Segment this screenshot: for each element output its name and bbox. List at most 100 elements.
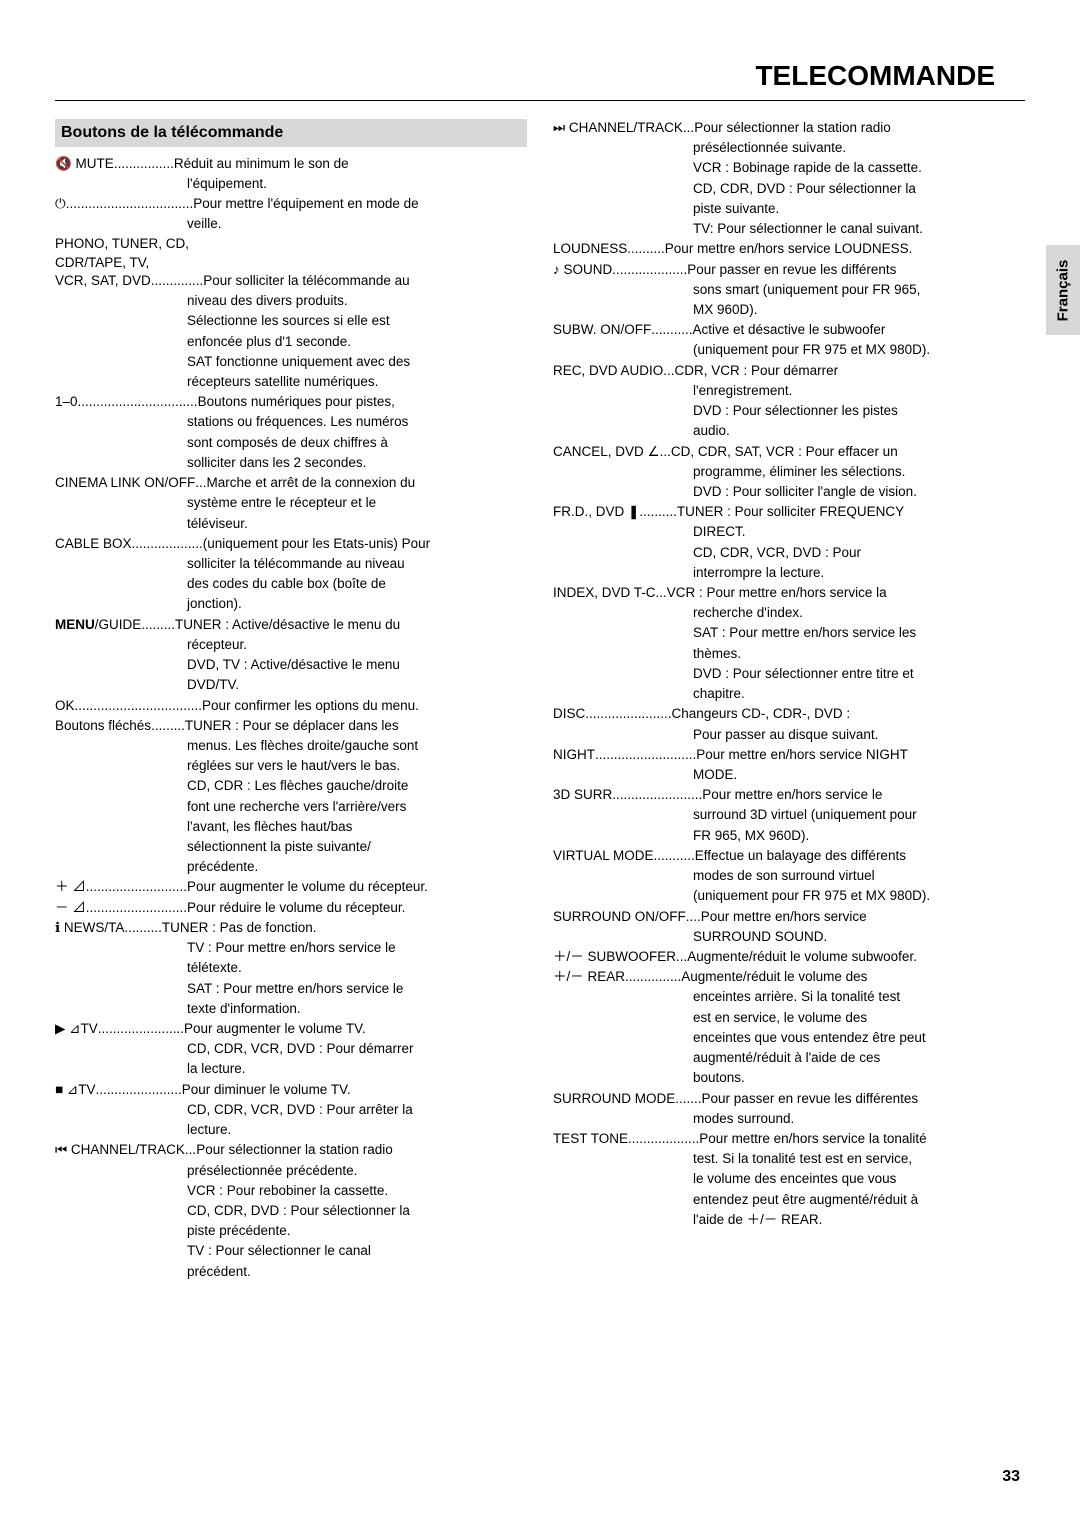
plain-line: PHONO, TUNER, CD,: [55, 235, 527, 253]
entry-label: 3D SURR.: [553, 786, 616, 804]
continuation-line: TV : Pour mettre en/hors service le: [55, 939, 527, 957]
entry-description: Pour confirmer les options du menu.: [202, 697, 527, 715]
leader-dots: ................: [114, 155, 174, 173]
entry-label: Boutons fléchés: [55, 717, 151, 735]
continuation-line: la lecture.: [55, 1060, 527, 1078]
continuation-line: CD, CDR, VCR, DVD : Pour démarrer: [55, 1040, 527, 1058]
leader-dots: ....................: [612, 261, 687, 279]
continuation-line: téléviseur.: [55, 515, 527, 533]
entry-description: Pour sélectionner la station radio: [196, 1141, 527, 1159]
leader-dots: .........: [141, 616, 175, 634]
entry-description: (uniquement pour les Etats-unis) Pour: [203, 535, 527, 553]
entry-label: INDEX, DVD T-C: [553, 584, 656, 602]
leader-dots: ..........: [627, 240, 665, 258]
entry-description: CDR, VCR : Pour démarrer: [675, 362, 1025, 380]
leader-dots: ...: [185, 1141, 196, 1159]
continuation-line: modes de son surround virtuel: [553, 867, 1025, 885]
entry-row: ⏭ CHANNEL/TRACK...Pour sélectionner la s…: [553, 119, 1025, 137]
entry-label: CINEMA LINK ON/OFF: [55, 474, 195, 492]
entry-row: ＋/－ REAR...............Augmente/réduit l…: [553, 968, 1025, 986]
entry-row: MENU/GUIDE.........TUNER : Active/désact…: [55, 616, 527, 634]
continuation-line: CD, CDR, DVD : Pour sélectionner la: [55, 1202, 527, 1220]
continuation-line: est en service, le volume des: [553, 1009, 1025, 1027]
continuation-line: enceintes arrière. Si la tonalité test: [553, 988, 1025, 1006]
entry-row: ℹ NEWS/TA..........TUNER : Pas de foncti…: [55, 919, 527, 937]
entry-description: Augmente/réduit le volume subwoofer.: [687, 948, 1025, 966]
continuation-line: MODE.: [553, 766, 1025, 784]
entry-row: CABLE BOX...................(uniquement …: [55, 535, 527, 553]
entry-description: Réduit au minimum le son de: [174, 155, 527, 173]
leader-dots: ...........................: [595, 746, 696, 764]
entry-description: Effectue un balayage des différents: [695, 847, 1025, 865]
continuation-line: CD, CDR, DVD : Pour sélectionner la: [553, 180, 1025, 198]
continuation-line: entendez peut être augmenté/réduit à: [553, 1191, 1025, 1209]
entry-row: ⏻..................................Pour …: [55, 195, 527, 213]
continuation-line: SURROUND SOUND.: [553, 928, 1025, 946]
entry-label: 1–0: [55, 393, 78, 411]
page: TELECOMMANDE Boutons de la télécommande …: [0, 0, 1080, 1526]
entry-label: REC, DVD AUDIO: [553, 362, 663, 380]
entry-row: 🔇 MUTE................Réduit au minimum …: [55, 155, 527, 173]
entry-description: Pour mettre en/hors service le: [702, 786, 1025, 804]
entry-label: 🔇 MUTE: [55, 155, 114, 173]
continuation-line: SAT : Pour mettre en/hors service les: [553, 624, 1025, 642]
entry-row: 3D SURR........................Pour mett…: [553, 786, 1025, 804]
entry-label: OK: [55, 697, 75, 715]
entry-row: SUBW. ON/OFF...........Active et désacti…: [553, 321, 1025, 339]
continuation-line: MX 960D).: [553, 301, 1025, 319]
leader-dots: ..................................: [66, 195, 194, 213]
entry-row: ＋ ⊿...........................Pour augme…: [55, 878, 527, 896]
entry-description: Pour diminuer le volume TV.: [182, 1081, 527, 1099]
continuation-line: modes surround.: [553, 1110, 1025, 1128]
continuation-line: DVD/TV.: [55, 676, 527, 694]
continuation-line: présélectionnée précédente.: [55, 1162, 527, 1180]
entry-row: OK..................................Pour…: [55, 697, 527, 715]
entry-label: TEST TONE: [553, 1130, 628, 1148]
entry-label: SUBW. ON/OFF: [553, 321, 651, 339]
entry-label: ⏭ CHANNEL/TRACK: [553, 119, 683, 137]
plain-line: CDR/TAPE, TV,: [55, 254, 527, 272]
entry-row: ⏮ CHANNEL/TRACK...Pour sélectionner la s…: [55, 1141, 527, 1159]
continuation-line: augmenté/réduit à l'aide de ces: [553, 1049, 1025, 1067]
entry-description: TUNER : Pour solliciter FREQUENCY: [677, 503, 1025, 521]
leader-dots: ..........: [124, 919, 162, 937]
continuation-line: TV : Pour sélectionner le canal: [55, 1242, 527, 1260]
entry-label: CABLE BOX: [55, 535, 132, 553]
continuation-line: thèmes.: [553, 645, 1025, 663]
entry-label: ■ ⊿TV: [55, 1081, 95, 1099]
entry-row: ♪ SOUND....................Pour passer e…: [553, 261, 1025, 279]
continuation-line: solliciter la télécommande au niveau: [55, 555, 527, 573]
entry-row: ＋/－ SUBWOOFER...Augmente/réduit le volum…: [553, 948, 1025, 966]
continuation-line: des codes du cable box (boîte de: [55, 575, 527, 593]
continuation-line: réglées sur vers le haut/vers le bas.: [55, 757, 527, 775]
entry-description: Boutons numériques pour pistes,: [198, 393, 527, 411]
continuation-line: lecture.: [55, 1121, 527, 1139]
entry-description: Pour mettre en/hors service LOUDNESS.: [665, 240, 1025, 258]
entry-description: TUNER : Pas de fonction.: [162, 919, 527, 937]
continuation-line: CD, CDR : Les flèches gauche/droite: [55, 777, 527, 795]
continuation-line: SAT : Pour mettre en/hors service le: [55, 980, 527, 998]
continuation-line: sons smart (uniquement pour FR 965,: [553, 281, 1025, 299]
entry-description: VCR : Pour mettre en/hors service la: [667, 584, 1025, 602]
entry-row: － ⊿...........................Pour rédui…: [55, 899, 527, 917]
continuation-line: (uniquement pour FR 975 et MX 980D).: [553, 341, 1025, 359]
continuation-line: Sélectionne les sources si elle est: [55, 312, 527, 330]
entry-row: ■ ⊿TV.......................Pour diminue…: [55, 1081, 527, 1099]
leader-dots: .......................: [616, 786, 702, 804]
leader-dots: ..........: [639, 503, 677, 521]
entry-label: CANCEL, DVD ∠: [553, 443, 660, 461]
continuation-line: jonction).: [55, 595, 527, 613]
continuation-line: DIRECT.: [553, 523, 1025, 541]
entry-description: Pour réduire le volume du récepteur.: [187, 899, 527, 917]
entry-description: Marche et arrêt de la connexion du: [207, 474, 527, 492]
entry-label: LOUDNESS: [553, 240, 627, 258]
leader-dots: .........: [151, 717, 185, 735]
entry-row: VCR, SAT, DVD..............Pour sollicit…: [55, 272, 527, 290]
language-tab: Français: [1046, 245, 1080, 335]
entry-row: SURROUND ON/OFF....Pour mettre en/hors s…: [553, 908, 1025, 926]
leader-dots: ...................: [628, 1130, 699, 1148]
continuation-line: veille.: [55, 215, 527, 233]
continuation-line: DVD : Pour sélectionner entre titre et: [553, 665, 1025, 683]
leader-dots: ...............: [625, 968, 681, 986]
entry-row: CANCEL, DVD ∠ ...CD, CDR, SAT, VCR : Pou…: [553, 443, 1025, 461]
